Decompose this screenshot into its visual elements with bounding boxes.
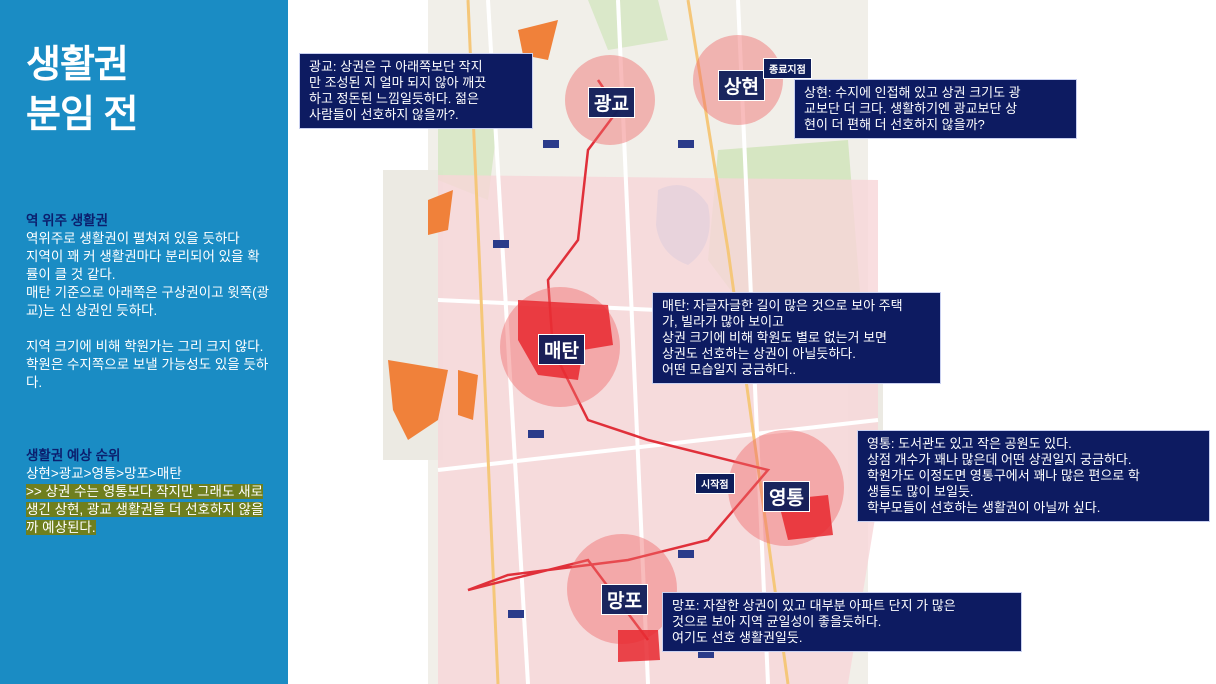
note-line: 학부모들이 선호하는 생활권이 아닐까 싶다. bbox=[867, 500, 1101, 515]
route-line bbox=[467, 79, 771, 641]
note-line: 것으로 보아 지역 균일성이 좋을듯하다. bbox=[672, 614, 882, 629]
green-area bbox=[588, 0, 668, 50]
note-sanghyeon: 상현: 수지에 인접해 있고 상권 크기도 광 교보단 더 크다. 생활하기엔 … bbox=[794, 79, 1077, 139]
note-line: 여기도 선호 생활권일듯. bbox=[672, 630, 803, 645]
note-line: 학원가도 이정도면 영통구에서 꽤나 많은 편으로 학 bbox=[867, 468, 1140, 483]
note-maetan: 매탄: 자글자글한 길이 많은 것으로 보아 주택 가, 빌라가 많아 보이고 … bbox=[652, 292, 941, 384]
commercial-blocks bbox=[388, 20, 558, 440]
highlight-span: >> 상권 수는 영통보다 작지만 그래도 새로 생긴 상현, 광교 생활권을 … bbox=[26, 484, 264, 535]
note-gwanggyo: 광교: 상권은 구 아래쪽보단 작지 만 조성된 지 얼마 되지 않아 깨끗 하… bbox=[299, 53, 533, 129]
note-line: 하고 정돈된 느낌일듯하다. 젊은 bbox=[309, 91, 479, 106]
section-heading: 역 위주 생활권 bbox=[26, 213, 109, 228]
section-heading: 생활권 예상 순위 bbox=[26, 448, 121, 463]
label-maetan[interactable]: 매탄 bbox=[538, 334, 585, 365]
end-point-tag: 종료지점 bbox=[763, 58, 812, 79]
note-line: 망포: 자잘한 상권이 있고 대부분 아파트 단지 가 많은 bbox=[672, 598, 956, 613]
note-line: 가, 빌라가 많아 보이고 bbox=[662, 314, 785, 329]
note-line: 어떤 모습일지 궁금하다.. bbox=[662, 362, 797, 377]
title-line-2: 분임 전 bbox=[26, 94, 138, 136]
label-mangpo[interactable]: 망포 bbox=[601, 584, 648, 615]
note-line: 광교: 상권은 구 아래쪽보단 작지 bbox=[309, 59, 483, 74]
note-line: 생들도 많이 보일듯. bbox=[867, 484, 974, 499]
note-line: 상권도 선호하는 상권이 아닐듯하다. bbox=[662, 346, 856, 361]
note-line: 상점 개수가 꽤나 많은데 어떤 상권일지 궁금하다. bbox=[867, 452, 1132, 467]
page-title: 생활권 분임 전 bbox=[26, 40, 138, 140]
note-yeongtong: 영통: 도서관도 있고 작은 공원도 있다. 상점 개수가 꽤나 많은데 어떤 … bbox=[857, 430, 1210, 522]
text-line: 매탄 기준으로 아래쪽은 구상권이고 윗쪽(광교)는 신 상권인 듯하다. bbox=[26, 285, 270, 318]
section-ranking: 생활권 예상 순위 상현>광교>영통>망포>매탄 >> 상권 수는 영통보다 작… bbox=[26, 447, 271, 537]
note-line: 영통: 도서관도 있고 작은 공원도 있다. bbox=[867, 436, 1072, 451]
title-line-1: 생활권 bbox=[26, 44, 129, 86]
note-line: 현이 더 편해 더 선호하지 않을까? bbox=[804, 117, 985, 132]
note-line: 사람들이 선호하지 않을까?. bbox=[309, 107, 459, 122]
ranking-text: 상현>광교>영통>망포>매탄 bbox=[26, 466, 182, 481]
label-yeongtong[interactable]: 영통 bbox=[763, 481, 810, 512]
highlight-text: >> 상권 수는 영통보다 작지만 그래도 새로 생긴 상현, 광교 생활권을 … bbox=[26, 483, 271, 537]
text-line: 지역이 꽤 커 생활권마다 분리되어 있을 확률이 클 것 같다. bbox=[26, 249, 260, 282]
note-line: 매탄: 자글자글한 길이 많은 것으로 보아 주택 bbox=[662, 298, 903, 313]
sidebar: 생활권 분임 전 역 위주 생활권 역위주로 생활권이 펼쳐져 있을 듯하다 지… bbox=[0, 0, 288, 684]
label-sanghyeon[interactable]: 상현 bbox=[718, 70, 765, 101]
text-paragraph: 지역 크기에 비해 학원가는 그리 크지 않다. 학원은 수지쪽으로 보낼 가능… bbox=[26, 339, 269, 390]
note-line: 상권 크기에 비해 학원도 별로 없는거 보면 bbox=[662, 330, 887, 345]
note-line: 교보단 더 크다. 생활하기엔 광교보단 상 bbox=[804, 101, 1018, 116]
note-line: 만 조성된 지 얼마 되지 않아 깨끗 bbox=[309, 75, 487, 90]
note-line: 상현: 수지에 인접해 있고 상권 크기도 광 bbox=[804, 85, 1021, 100]
section-station-area: 역 위주 생활권 역위주로 생활권이 펼쳐져 있을 듯하다 지역이 꽤 커 생활… bbox=[26, 212, 271, 392]
note-mangpo: 망포: 자잘한 상권이 있고 대부분 아파트 단지 가 많은 것으로 보아 지역… bbox=[662, 592, 1022, 652]
start-point-tag: 시작점 bbox=[695, 473, 735, 494]
label-gwanggyo[interactable]: 광교 bbox=[588, 87, 635, 118]
text-line: 역위주로 생활권이 펼쳐져 있을 듯하다 bbox=[26, 231, 240, 246]
map-view[interactable]: 광교 상현 매탄 영통 망포 종료지점 시작점 광교: 상권은 구 아래쪽보단 … bbox=[288, 0, 1216, 684]
